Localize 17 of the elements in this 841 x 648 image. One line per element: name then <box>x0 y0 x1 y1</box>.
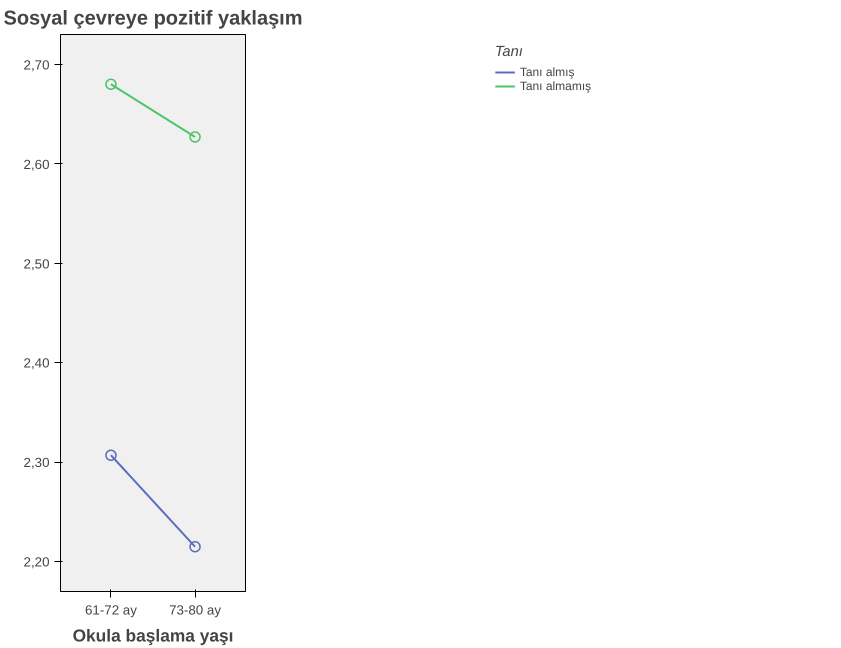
legend-label: Tanı almış <box>520 65 575 79</box>
y-tick-label: 2,20 <box>24 554 50 570</box>
point <box>189 131 201 143</box>
chart-title: Sosyal çevreye pozitif yaklaşım <box>3 8 303 30</box>
point <box>105 78 117 90</box>
legend-title: Tanı <box>494 44 524 60</box>
legend-label: Tanı almamış <box>520 79 592 93</box>
y-tick-label: 2,30 <box>24 455 50 470</box>
point <box>189 541 201 552</box>
x-tick-label: 61-72 ay <box>85 602 138 618</box>
y-tick-label: 2,60 <box>24 156 50 172</box>
x-axis-title: Okula başlama yaşı <box>72 626 234 646</box>
x-tick-label: 73-80 ay <box>169 602 222 618</box>
y-tick-label: 2,40 <box>24 356 50 371</box>
y-tick-label: 2,70 <box>24 57 50 72</box>
point <box>105 449 117 461</box>
y-tick-label: 2,50 <box>24 256 50 272</box>
